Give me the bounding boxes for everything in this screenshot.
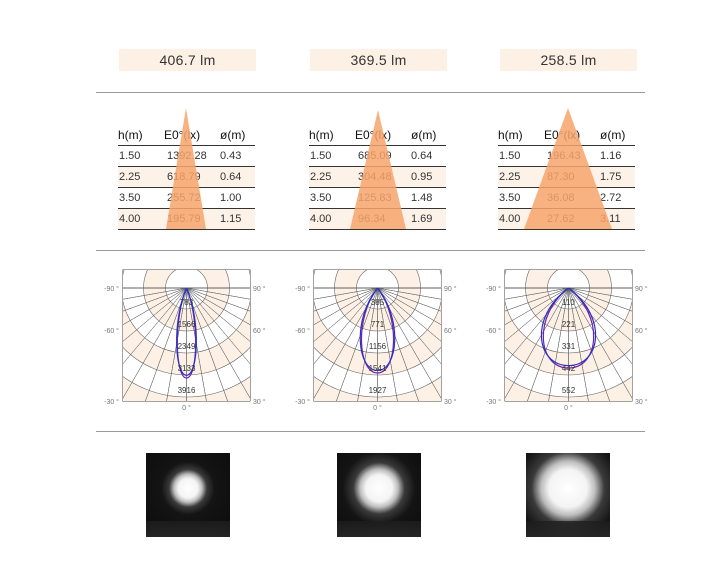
table-cell: 3.50 xyxy=(119,192,141,204)
angle-label: -60 ° xyxy=(104,327,119,335)
table-cell: 1.50 xyxy=(499,150,521,162)
polar-diagram-2: 385 771 1156 1541 1927 -90 ° -60 ° -30 ° 90 ° 60 … xyxy=(284,268,474,413)
table-cell: 3.50 xyxy=(499,192,521,204)
polar-value-label: 1927 xyxy=(369,386,387,395)
table-cell: 1.00 xyxy=(220,192,242,204)
polar-value-label: 110 xyxy=(562,298,575,307)
angle-label: 60 ° xyxy=(635,327,648,335)
table-cell: 2.25 xyxy=(310,171,332,183)
beam-cone-1 xyxy=(166,108,206,229)
column-header: h(m) xyxy=(498,128,523,142)
table-cell: 1.50 xyxy=(119,150,141,162)
beam-photo-1 xyxy=(146,453,230,537)
polar-value-label: 1156 xyxy=(369,342,387,351)
intensity-curve-c90 xyxy=(540,287,597,367)
table-cell: 2.25 xyxy=(119,171,141,183)
beam-cone-3 xyxy=(524,108,612,229)
polar-value-label: 783 xyxy=(180,298,194,307)
table-cell: 0.64 xyxy=(411,150,433,162)
angle-label: -30 ° xyxy=(295,398,310,406)
table-cell: 1.75 xyxy=(600,171,622,183)
angle-label: -90 ° xyxy=(486,285,501,293)
divider-2 xyxy=(96,250,645,251)
polar-value-label: 221 xyxy=(562,320,576,329)
angle-label: 90 ° xyxy=(444,285,457,293)
intensity-curve-c90 xyxy=(176,287,197,376)
table-cell: 1.48 xyxy=(411,192,433,204)
angle-label: 0 ° xyxy=(564,404,573,412)
angle-label: 0 ° xyxy=(373,404,382,412)
angle-label: 90 ° xyxy=(635,285,648,293)
table-cell: 1.16 xyxy=(600,150,622,162)
polar-value-label: 442 xyxy=(562,364,576,373)
intensity-curve-c0 xyxy=(176,287,197,379)
angle-label: 30 ° xyxy=(635,398,648,406)
polar-value-label: 1566 xyxy=(178,320,196,329)
table-cell: 0.95 xyxy=(411,171,433,183)
angle-label: -90 ° xyxy=(104,285,119,293)
table-rule xyxy=(118,229,255,230)
table-cell: 4.00 xyxy=(499,213,521,225)
angle-label: -90 ° xyxy=(295,285,310,293)
photo-floor xyxy=(337,521,421,537)
lumen-label-3: 258.5 lm xyxy=(500,49,637,71)
table-rule xyxy=(498,229,635,230)
polar-value-label: 771 xyxy=(371,320,385,329)
photo-floor xyxy=(146,521,230,537)
column-header: ø(m) xyxy=(411,128,437,142)
lumen-label-1: 406.7 lm xyxy=(119,49,256,71)
polar-value-label: 3916 xyxy=(178,386,196,395)
table-cell: 2.25 xyxy=(499,171,521,183)
table-cell: 1.69 xyxy=(411,213,433,225)
table-cell: 4.00 xyxy=(310,213,332,225)
table-cell: 2.72 xyxy=(600,192,622,204)
table-cell: 4.00 xyxy=(119,213,141,225)
table-cell: 0.43 xyxy=(220,150,242,162)
angle-label: -60 ° xyxy=(295,327,310,335)
lumen-label-2: 369.5 lm xyxy=(310,49,447,71)
table-cell: 3.50 xyxy=(310,192,332,204)
intensity-curve-c0 xyxy=(542,287,595,369)
table-cell: 1.15 xyxy=(220,213,242,225)
polar-diagram-3: 110 221 331 442 552 -90 ° -60 ° -30 ° 90 ° 60 ° 30… xyxy=(475,268,665,413)
column-header: h(m) xyxy=(309,128,334,142)
angle-label: 30 ° xyxy=(253,398,266,406)
polar-value-label: 552 xyxy=(562,386,576,395)
beam-cone-2 xyxy=(350,110,406,229)
polar-value-label: 385 xyxy=(371,298,385,307)
column-header: h(m) xyxy=(118,128,143,142)
divider-1 xyxy=(96,92,645,93)
column-header: ø(m) xyxy=(220,128,246,142)
angle-label: 60 ° xyxy=(444,327,457,335)
photo-floor xyxy=(526,521,610,537)
angle-label: -60 ° xyxy=(486,327,501,335)
intensity-curve-c0 xyxy=(360,287,395,374)
table-rule xyxy=(309,229,446,230)
table-cell: 1.50 xyxy=(310,150,332,162)
angle-label: -30 ° xyxy=(486,398,501,406)
table-cell: 0.64 xyxy=(220,171,242,183)
polar-value-label: 3133 xyxy=(178,364,196,373)
polar-value-label: 331 xyxy=(562,342,576,351)
angle-label: 90 ° xyxy=(253,285,266,293)
polar-value-label: 2349 xyxy=(178,342,196,351)
angle-label: 0 ° xyxy=(182,404,191,412)
divider-3 xyxy=(96,431,645,432)
polar-diagram-1: 783 1566 2349 3133 3916 -90 ° -60 ° -30 ° 90 ° 60… xyxy=(93,268,283,413)
beam-photo-2 xyxy=(337,453,421,537)
angle-label: -30 ° xyxy=(104,398,119,406)
angle-label: 30 ° xyxy=(444,398,457,406)
angle-label: 60 ° xyxy=(253,327,266,335)
intensity-curve-c90 xyxy=(359,287,396,372)
polar-value-label: 1541 xyxy=(369,364,387,373)
beam-photo-3 xyxy=(526,453,610,537)
column-header: ø(m) xyxy=(600,128,626,142)
